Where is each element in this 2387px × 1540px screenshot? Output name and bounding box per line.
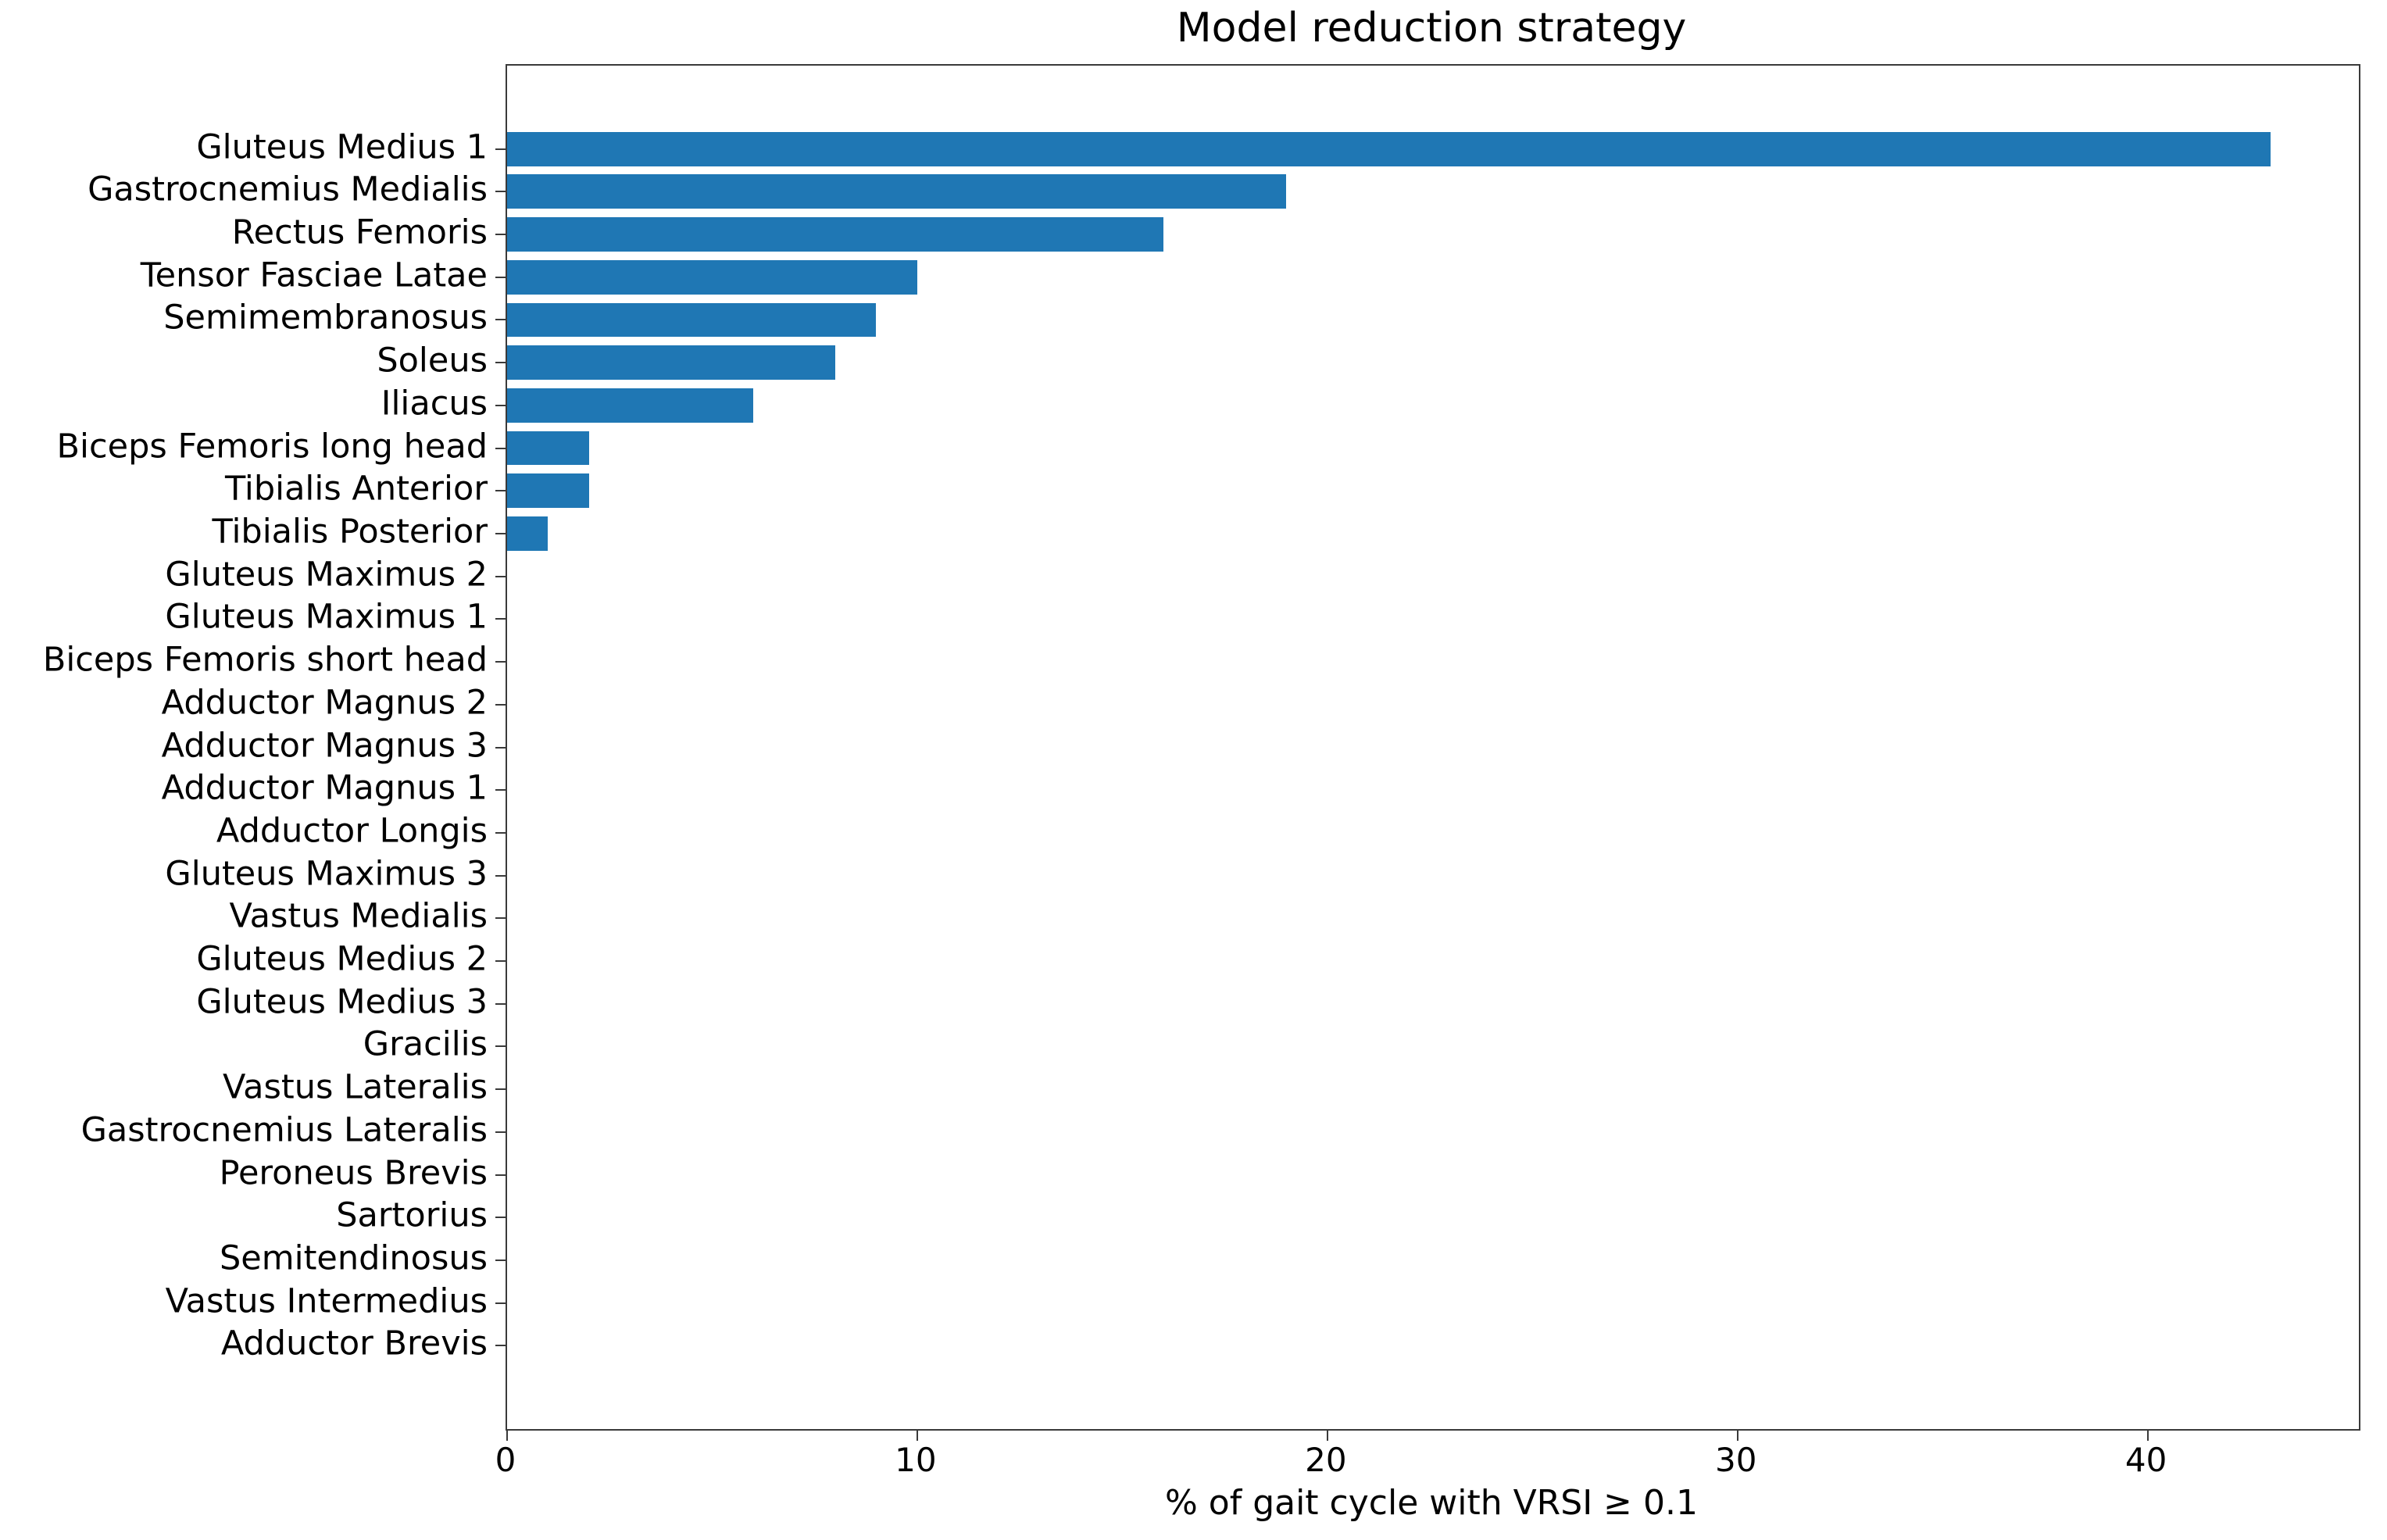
- bar: [507, 259, 917, 295]
- x-tick: [916, 1431, 918, 1441]
- x-tick-label: 40: [2124, 1441, 2167, 1479]
- y-tick: [495, 874, 506, 877]
- y-tick: [495, 661, 506, 663]
- y-tick: [495, 1002, 506, 1005]
- y-tick-label: Semimembranosus: [163, 298, 488, 338]
- y-tick: [495, 1174, 506, 1176]
- y-tick: [495, 703, 506, 706]
- x-tick: [1736, 1431, 1738, 1441]
- y-tick-label: Biceps Femoris long head: [56, 427, 488, 466]
- bar: [507, 516, 549, 551]
- y-tick-label: Gastrocnemius Medialis: [88, 170, 488, 209]
- y-tick: [495, 917, 506, 920]
- y-tick: [495, 831, 506, 834]
- plot-area: [495, 64, 2360, 1441]
- y-tick: [495, 1217, 506, 1219]
- y-tick-label: Adductor Magnus 1: [161, 768, 488, 808]
- bar: [507, 131, 2271, 166]
- y-tick: [495, 148, 506, 150]
- y-tick: [495, 319, 506, 321]
- y-tick-label: Gluteus Maximus 1: [165, 597, 488, 637]
- y-tick: [495, 1259, 506, 1261]
- x-axis-label: % of gait cycle with VRSI ≥ 0.1: [1165, 1483, 1698, 1523]
- bar: [507, 302, 877, 338]
- chart-title: Model reduction strategy: [1176, 5, 1687, 52]
- y-tick-label: Rectus Femoris: [231, 213, 488, 252]
- y-tick: [495, 490, 506, 492]
- y-tick: [495, 362, 506, 364]
- y-tick-label: Tensor Fasciae Latae: [140, 255, 488, 295]
- y-tick: [495, 575, 506, 577]
- y-tick-label: Gracilis: [363, 1024, 488, 1064]
- bar: [507, 345, 835, 381]
- y-tick-label: Adductor Magnus 2: [161, 683, 488, 723]
- y-tick-label: Iliacus: [381, 384, 488, 423]
- y-tick: [495, 191, 506, 193]
- y-tick-label: Sartorius: [336, 1195, 488, 1235]
- y-tick-label: Peroneus Brevis: [219, 1153, 488, 1193]
- y-tick: [495, 960, 506, 962]
- y-tick-label: Tibialis Anterior: [224, 469, 488, 509]
- bar: [507, 431, 589, 466]
- y-tick: [495, 1302, 506, 1304]
- y-tick: [495, 532, 506, 534]
- y-tick-label: Adductor Magnus 3: [161, 726, 488, 765]
- y-tick: [495, 1045, 506, 1048]
- x-tick: [1326, 1431, 1328, 1441]
- y-tick-label: Semitendinosus: [219, 1238, 488, 1278]
- bar: [507, 174, 1287, 209]
- y-tick-label: Gastrocnemius Lateralis: [80, 1110, 488, 1150]
- bar: [507, 217, 1163, 252]
- y-tick-label: Gluteus Medius 2: [196, 939, 488, 979]
- y-tick-label: Vastus Lateralis: [223, 1067, 488, 1107]
- x-tick: [2146, 1431, 2149, 1441]
- y-tick: [495, 234, 506, 236]
- y-tick-label: Vastus Medialis: [229, 896, 488, 936]
- y-tick-label: Soleus: [377, 341, 488, 381]
- y-tick-label: Gluteus Medius 3: [196, 982, 488, 1022]
- y-tick: [495, 746, 506, 749]
- y-tick: [495, 618, 506, 620]
- y-tick: [495, 276, 506, 278]
- y-tick-label: Gluteus Maximus 2: [165, 555, 488, 595]
- y-tick-label: Tibialis Posterior: [212, 512, 488, 552]
- x-tick-label: 0: [495, 1441, 516, 1479]
- y-tick-label: Gluteus Maximus 3: [165, 854, 488, 894]
- y-tick: [495, 1088, 506, 1091]
- y-tick: [495, 1345, 506, 1347]
- y-tick: [495, 404, 506, 406]
- y-tick: [495, 789, 506, 791]
- x-tick-label: 10: [895, 1441, 937, 1479]
- x-tick-label: 30: [1715, 1441, 1757, 1479]
- y-axis-labels: Gluteus Medius 1 Gastrocnemius Medialis Re…: [0, 64, 488, 1427]
- y-tick: [495, 1131, 506, 1133]
- y-tick-label: Adductor Longis: [216, 811, 488, 851]
- x-tick-label: 20: [1305, 1441, 1347, 1479]
- x-tick: [506, 1431, 508, 1441]
- bar: [507, 473, 589, 509]
- y-tick-label: Adductor Brevis: [220, 1324, 488, 1363]
- y-tick: [495, 447, 506, 449]
- y-tick-label: Gluteus Medius 1: [196, 127, 488, 167]
- bar: [507, 388, 753, 423]
- y-tick-label: Biceps Femoris short head: [42, 640, 488, 680]
- y-tick-label: Vastus Intermedius: [165, 1281, 488, 1321]
